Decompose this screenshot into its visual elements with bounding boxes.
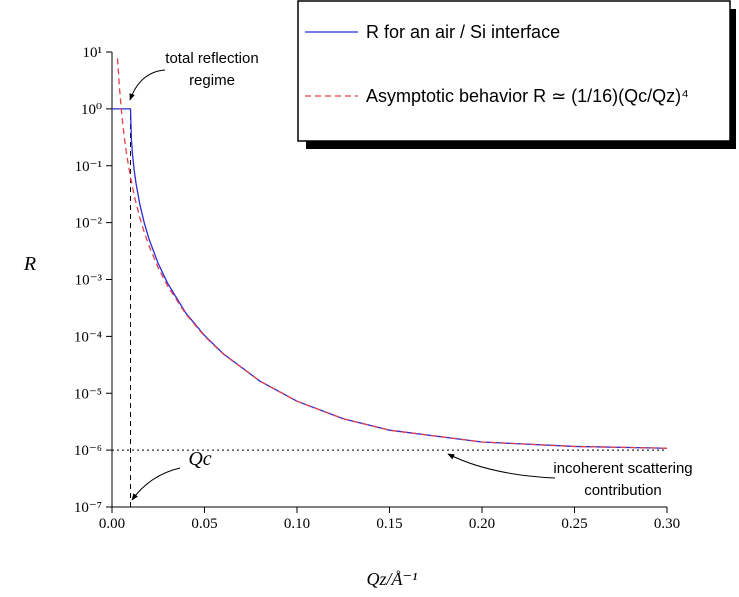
y-tick-label: 10⁻⁶ [74, 443, 102, 459]
annotation: total reflection [165, 50, 258, 67]
y-tick-label: 10⁻³ [75, 273, 103, 289]
x-tick-label: 0.05 [191, 516, 217, 532]
annotation: regime [189, 72, 235, 89]
y-tick-label: 10⁻¹ [75, 159, 102, 175]
x-tick-label: 0.15 [376, 516, 402, 532]
arrow [447, 453, 556, 479]
x-axis-label: Qz/Å⁻¹ [367, 569, 418, 589]
legend-label: R for an air / Si interface [366, 22, 560, 42]
x-tick-label: 0.10 [284, 516, 310, 532]
y-tick-label: 10⁻² [75, 216, 103, 232]
arrow [131, 467, 181, 501]
y-tick-label: 10⁻⁴ [74, 329, 102, 345]
annotation: Qc [188, 448, 211, 470]
y-tick-label: 10¹ [83, 45, 103, 61]
x-tick-label: 0.30 [654, 516, 680, 532]
x-tick-label: 0.20 [469, 516, 495, 532]
legend-label: Asymptotic behavior R ≃ (1/16)(Qc/Qz)⁴ [366, 86, 689, 106]
x-tick-label: 0.00 [99, 516, 125, 532]
y-tick-label: 10⁻⁷ [74, 500, 102, 516]
y-tick-label: 10⁻⁵ [74, 386, 102, 402]
series-line [112, 108, 668, 449]
legend-box [297, 0, 731, 142]
arrow [129, 69, 166, 101]
legend [297, 0, 736, 149]
y-axis-label: R [23, 253, 36, 275]
x-tick-label: 0.25 [561, 516, 587, 532]
y-tick-label: 10⁰ [81, 102, 102, 118]
annotation: contribution [584, 482, 662, 499]
annotation: incoherent scattering [553, 460, 692, 477]
series-line [116, 58, 668, 449]
